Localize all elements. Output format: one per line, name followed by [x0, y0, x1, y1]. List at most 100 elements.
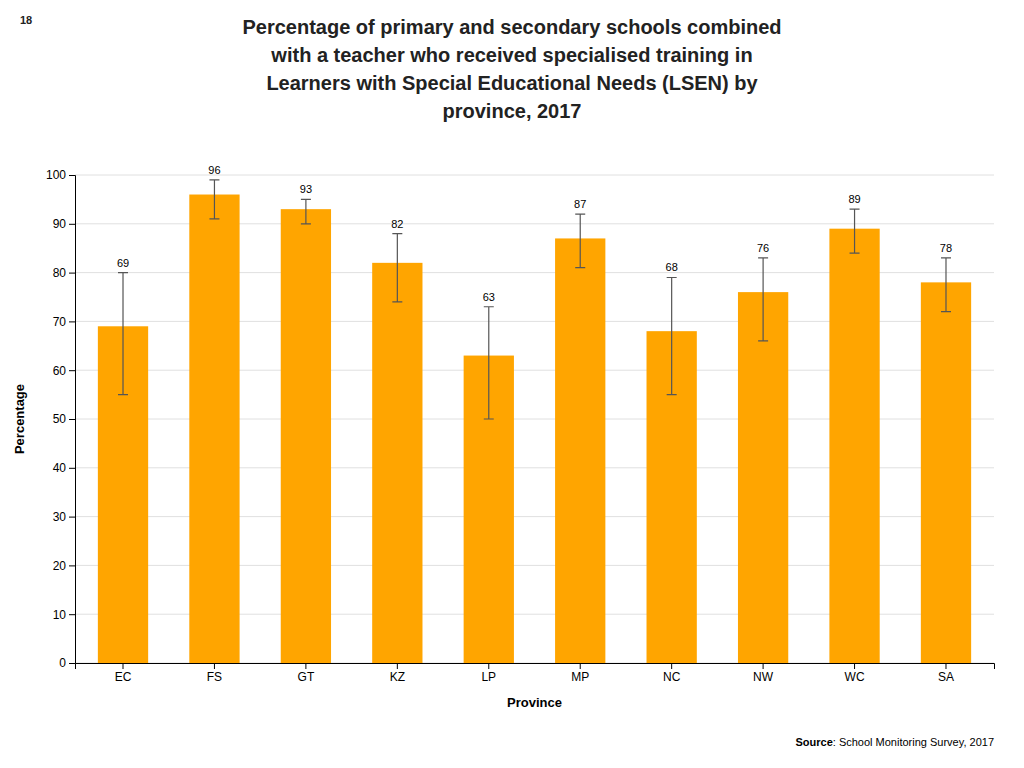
y-tick: 50	[53, 412, 75, 426]
x-tick-mark	[580, 663, 581, 669]
data-labels: 69969382638768768978	[117, 164, 952, 303]
y-tick: 10	[53, 608, 75, 622]
title-line: Learners with Special Educational Needs …	[266, 72, 758, 94]
y-tick-label: 50	[53, 412, 67, 426]
error-bar	[667, 277, 677, 394]
x-tick: FS	[207, 663, 222, 684]
y-tick: 40	[53, 461, 75, 475]
y-tick-label: 100	[46, 168, 66, 182]
x-tick-label: GT	[298, 670, 315, 684]
error-bar	[209, 180, 219, 219]
y-tick-label: 60	[53, 364, 67, 378]
bar	[555, 238, 605, 663]
y-tick: 0	[59, 656, 75, 670]
y-tick-mark	[69, 614, 75, 615]
bar	[829, 229, 879, 663]
x-tick-label: NW	[753, 670, 774, 684]
chart: Percentage of primary and secondary scho…	[0, 0, 1024, 768]
data-label: 68	[666, 261, 678, 273]
x-tick-mark	[305, 663, 306, 669]
error-bar	[575, 214, 585, 268]
error-bar	[941, 258, 951, 312]
y-tick-mark	[69, 321, 75, 322]
x-tick-mark	[214, 663, 215, 669]
bar	[738, 292, 788, 663]
x-tick: GT	[298, 663, 315, 684]
x-tick-label: MP	[571, 670, 589, 684]
y-axis: 0 10 20 30 40 50 60 70 80 90 100	[46, 168, 76, 670]
data-label: 63	[483, 291, 495, 303]
x-tick: WC	[845, 663, 865, 684]
error-bar	[392, 234, 402, 302]
y-axis-line	[69, 176, 76, 664]
data-label: 87	[574, 198, 586, 210]
x-axis-label: Province	[507, 695, 562, 710]
error-bar	[301, 199, 311, 223]
y-tick-label: 30	[53, 510, 67, 524]
y-tick-mark	[69, 273, 75, 274]
y-tick-mark	[69, 517, 75, 518]
data-label: 82	[391, 218, 403, 230]
grid	[75, 175, 994, 663]
y-tick-mark	[69, 419, 75, 420]
title-prefix: 18	[20, 14, 32, 26]
y-tick-label: 70	[53, 315, 67, 329]
x-tick: SA	[938, 663, 954, 684]
x-axis-line	[76, 664, 995, 670]
y-tick: 90	[53, 217, 75, 231]
y-tick-label: 90	[53, 217, 67, 231]
data-label: 96	[208, 164, 220, 176]
bar	[372, 263, 422, 663]
marks	[98, 180, 971, 663]
x-tick-label: FS	[207, 670, 222, 684]
x-tick-label: NC	[663, 670, 681, 684]
title-line: with a teacher who received specialised …	[270, 44, 752, 66]
error-bar	[850, 209, 860, 253]
y-tick: 30	[53, 510, 75, 524]
x-axis: EC FS GT KZ LP MP NC NW WC SA	[76, 663, 995, 684]
x-tick-label: EC	[115, 670, 132, 684]
x-tick-mark	[763, 663, 764, 669]
y-tick: 60	[53, 364, 75, 378]
data-label: 69	[117, 257, 129, 269]
y-tick-label: 80	[53, 266, 67, 280]
bar	[189, 195, 239, 663]
data-label: 78	[940, 242, 952, 254]
x-tick-mark	[854, 663, 855, 669]
y-tick-mark	[69, 175, 75, 176]
y-tick: 70	[53, 315, 75, 329]
x-tick-label: WC	[845, 670, 865, 684]
x-tick-mark	[671, 663, 672, 669]
x-tick-label: SA	[938, 670, 954, 684]
x-tick: EC	[115, 663, 132, 684]
plot: EC FS GT KZ LP MP NC NW WC SA 0 10 20 30 40 50 60 70 80 90 1…	[46, 164, 995, 684]
y-tick-mark	[69, 468, 75, 469]
y-tick: 20	[53, 559, 75, 573]
y-tick-label: 40	[53, 461, 67, 475]
bar	[281, 209, 331, 663]
y-tick-label: 20	[53, 559, 67, 573]
y-tick-mark	[69, 370, 75, 371]
y-tick-mark	[69, 224, 75, 225]
data-label: 76	[757, 242, 769, 254]
x-tick-mark	[397, 663, 398, 669]
x-tick-mark	[488, 663, 489, 669]
error-bar	[484, 307, 494, 419]
source: Source: School Monitoring Survey, 2017	[795, 736, 994, 748]
y-tick-label: 0	[59, 656, 66, 670]
bar	[921, 282, 971, 663]
x-tick-mark	[123, 663, 124, 669]
error-bar	[118, 273, 128, 395]
x-tick-label: LP	[481, 670, 496, 684]
y-tick-mark	[69, 565, 75, 566]
source-text: : School Monitoring Survey, 2017	[833, 736, 994, 748]
data-label: 89	[848, 193, 860, 205]
y-tick-label: 10	[53, 608, 67, 622]
y-tick-mark	[69, 663, 75, 664]
title-line: Percentage of primary and secondary scho…	[242, 16, 781, 38]
x-tick: MP	[571, 663, 589, 684]
x-tick: KZ	[390, 663, 405, 684]
x-tick: NW	[753, 663, 774, 684]
y-tick: 100	[46, 168, 75, 182]
x-tick-mark	[945, 663, 946, 669]
